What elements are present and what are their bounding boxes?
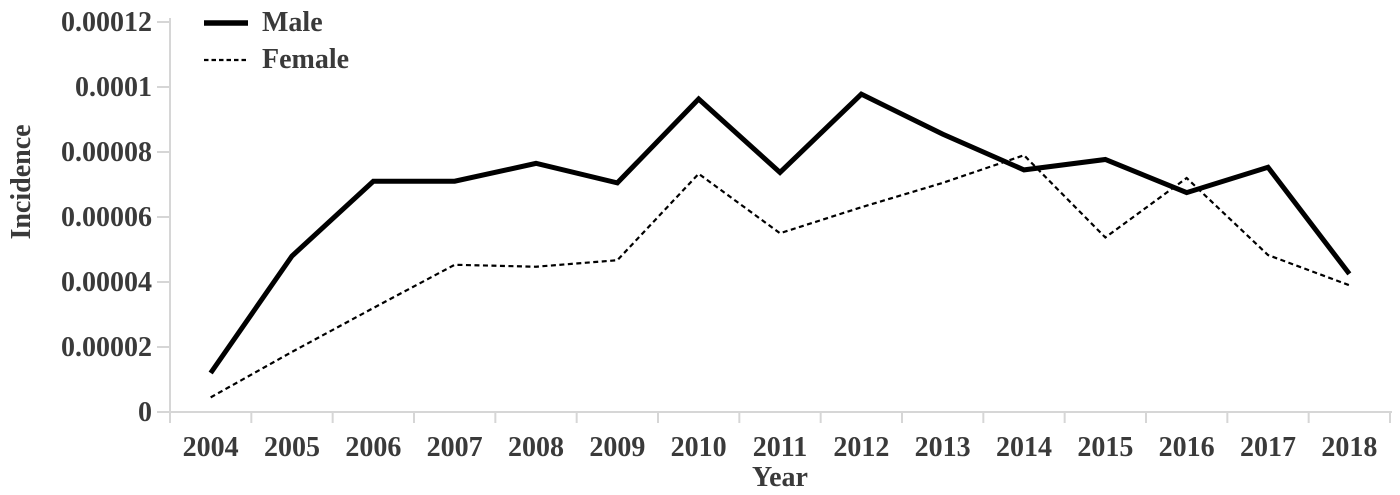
x-tick-label: 2004 (183, 432, 239, 463)
x-axis-ticks: 2004 2005 2006 2007 2008 2009 2010 2011 2012 2013… (169, 412, 1391, 463)
legend-label-male: Male (262, 7, 323, 38)
x-tick-label: 2005 (264, 432, 320, 463)
x-tick-label: 2012 (833, 432, 889, 463)
legend-label-female: Female (262, 44, 350, 75)
female-dashed-line-icon (204, 58, 246, 62)
female-line (210, 153, 1350, 399)
x-tick-label: 2013 (915, 432, 971, 463)
male-solid-line-icon (204, 20, 248, 26)
x-axis-title: Year (752, 462, 808, 493)
y-tick-label: 0.00002 (61, 332, 152, 363)
y-axis-ticks: 0 0.00002 0.00004 0.00006 0.00008 0.0001 0.000… (61, 7, 170, 428)
x-tick-label: 2016 (1159, 432, 1215, 463)
x-tick-label: 2007 (427, 432, 483, 463)
x-tick-label: 2009 (589, 432, 645, 463)
x-tick-label: 2011 (753, 432, 807, 463)
x-tick-label: 2017 (1240, 432, 1296, 463)
y-tick-label: 0.00012 (61, 7, 152, 38)
y-tick-label: 0.00004 (61, 267, 152, 298)
x-tick-label: 2018 (1321, 432, 1377, 463)
y-tick-label: 0.00008 (61, 137, 152, 168)
data-series (208, 91, 1352, 399)
y-tick-label: 0 (138, 397, 152, 428)
legend-item-male: Male (202, 8, 349, 38)
y-tick-label: 0.00006 (61, 202, 152, 233)
male-line (208, 91, 1352, 375)
axes (169, 18, 1392, 413)
x-tick-label: 2014 (996, 432, 1052, 463)
x-tick-label: 2006 (345, 432, 401, 463)
x-tick-label: 2008 (508, 432, 564, 463)
y-axis-title: Incidence (6, 124, 37, 240)
y-tick-label: 0.0001 (75, 72, 152, 103)
x-tick-label: 2015 (1077, 432, 1133, 463)
x-tick-label: 2010 (671, 432, 727, 463)
legend-item-female: Female (202, 45, 349, 75)
legend: Male Female (202, 8, 349, 75)
